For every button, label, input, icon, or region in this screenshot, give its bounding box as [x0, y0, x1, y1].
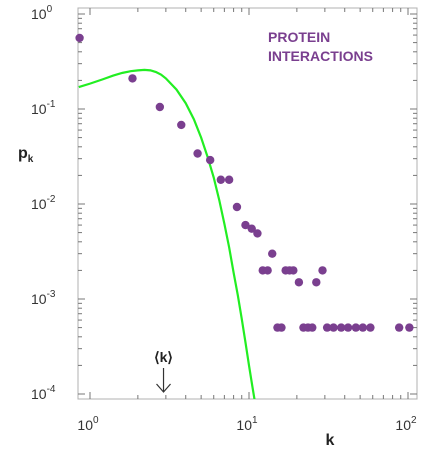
data-point	[405, 323, 414, 332]
data-point	[224, 175, 234, 184]
data-point	[289, 266, 298, 275]
y-tick-label-base: 10	[31, 291, 47, 307]
y-tick-label-exp: -1	[47, 99, 56, 110]
x-tick-label-exp: 0	[93, 415, 99, 426]
y-tick-label-base: 10	[31, 101, 47, 117]
fit-curve-line	[78, 68, 256, 399]
data-point	[277, 323, 286, 332]
y-axis-label: pk	[18, 145, 34, 165]
data-point	[336, 323, 346, 332]
data-point	[232, 202, 242, 212]
y-tick-label-exp: -3	[47, 289, 56, 300]
mean-k-annotation: ⟨k⟩	[154, 349, 173, 365]
x-tick-label-base: 10	[395, 417, 411, 433]
x-tick-label: 102	[395, 415, 417, 433]
x-tick-label-exp: 2	[411, 415, 417, 426]
data-point	[343, 323, 353, 332]
x-tick-label: 100	[77, 415, 99, 433]
y-axis-label-main: p	[18, 145, 28, 162]
plot-frame	[77, 7, 418, 400]
y-tick-label-exp: -4	[47, 384, 56, 395]
y-tick-label-exp: -2	[47, 194, 56, 205]
y-tick-label: 10-4	[31, 384, 56, 402]
chart-title-line: INTERACTIONS	[268, 48, 373, 64]
data-point	[312, 278, 321, 287]
data-point	[155, 102, 165, 112]
x-tick-label-exp: 1	[252, 415, 258, 426]
data-point	[247, 224, 256, 233]
data-point	[216, 175, 226, 184]
data-point	[268, 249, 277, 258]
y-tick-label-base: 10	[31, 196, 47, 212]
data-point	[241, 220, 250, 230]
data-point	[318, 266, 327, 275]
y-tick-label-base: 10	[31, 386, 47, 402]
x-tick-label: 101	[236, 415, 258, 433]
data-point	[177, 120, 186, 130]
data-point	[193, 149, 202, 158]
x-tick-label-base: 10	[77, 417, 93, 433]
data-point	[263, 266, 272, 275]
data-point	[351, 323, 361, 332]
data-point	[322, 323, 332, 332]
data-point	[358, 323, 368, 332]
data-point	[329, 323, 338, 332]
y-tick-label: 10-2	[31, 194, 56, 212]
data-point	[205, 155, 215, 165]
data-point	[253, 229, 262, 238]
y-tick-label: 100	[31, 4, 53, 22]
y-tick-label-base: 10	[31, 6, 47, 22]
x-axis-label: k	[326, 432, 335, 449]
data-point	[366, 323, 375, 332]
y-tick-label: 10-1	[31, 99, 56, 117]
y-tick-label-exp: 0	[47, 4, 53, 15]
data-point	[75, 33, 84, 43]
data-point	[308, 323, 317, 332]
chart-title-line: PROTEIN	[268, 29, 330, 45]
data-point	[394, 323, 404, 332]
data-point	[294, 278, 304, 287]
x-tick-label-base: 10	[236, 417, 252, 433]
mean-k-arrow-head	[156, 383, 171, 393]
y-axis-label-sub: k	[28, 154, 34, 165]
y-tick-label: 10-3	[31, 289, 56, 307]
data-point	[128, 74, 137, 83]
